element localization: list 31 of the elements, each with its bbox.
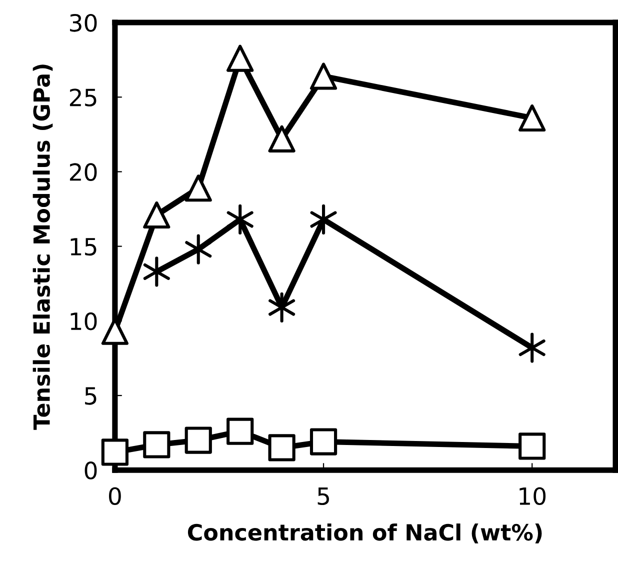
point [310,428,338,456]
point [310,62,338,90]
point [268,434,296,462]
point [184,174,212,202]
y-tick-label: 15 [70,238,96,256]
y-axis-title: Tensile Elastic Modulus (GPa) [32,64,53,430]
point [143,431,170,458]
point [268,125,296,152]
point [518,432,546,460]
point [143,201,170,229]
y-tick-label: 5 [85,387,96,405]
y-tick-label: 25 [70,88,96,106]
x-tick-label: 5 [318,488,329,506]
point [143,256,170,287]
point [518,104,546,132]
point [518,332,546,363]
x-axis-title: Concentration of NaCl (wt%) [188,524,542,544]
y-tick-label: 20 [70,163,97,182]
y-tick-label: 0 [84,462,97,480]
point [226,204,254,235]
point [310,204,337,235]
point [184,426,212,454]
point [185,234,212,264]
point [101,438,129,466]
x-tick-label: 10 [520,487,546,506]
point [226,44,254,72]
point [268,292,296,323]
y-tick-label: 30 [70,14,97,32]
y-tick-label: 10 [70,312,97,330]
point [226,418,254,445]
x-tick-label: 0 [108,487,121,506]
